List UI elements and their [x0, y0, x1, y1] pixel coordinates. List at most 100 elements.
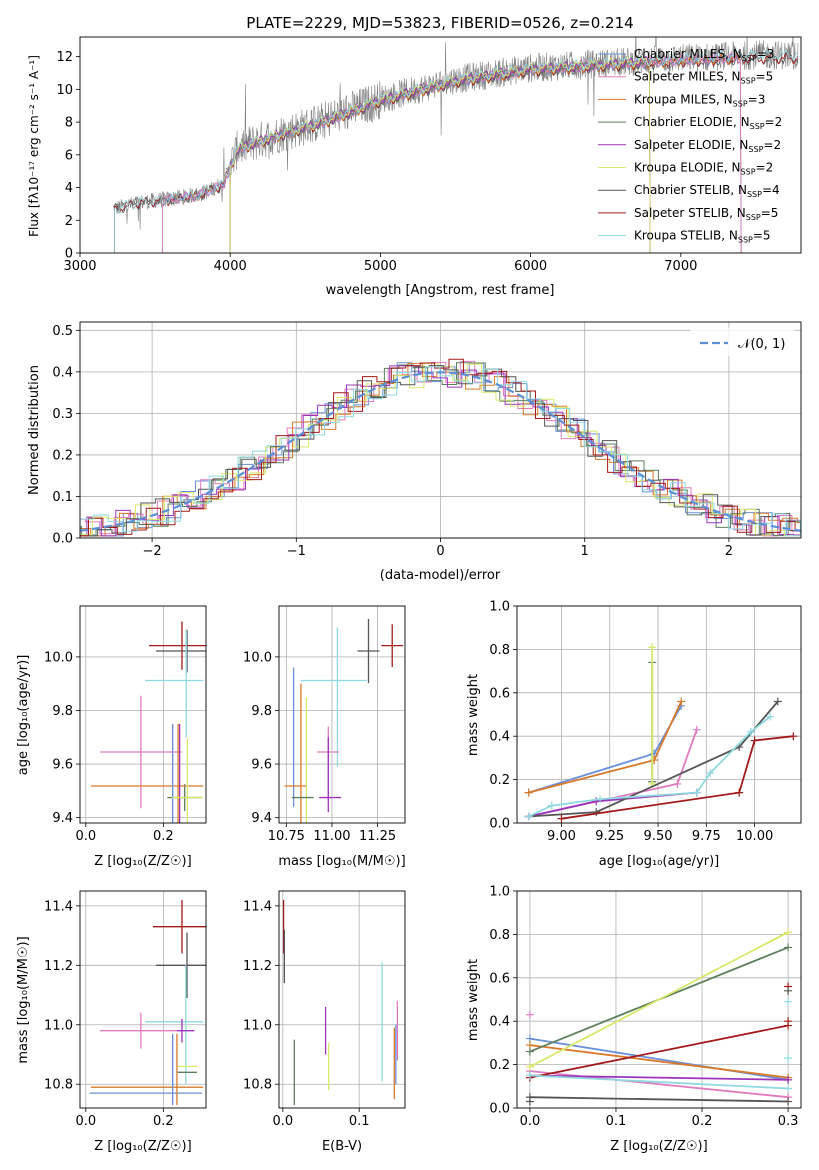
y-tick-label: 1.0	[489, 885, 510, 900]
y-tick-label: 10	[56, 83, 73, 98]
normal-distribution-curve	[80, 371, 801, 532]
y-tick-label: 8	[65, 116, 73, 131]
plot-area	[80, 358, 801, 537]
weight-marker	[692, 788, 701, 797]
residuals-panel: (data-model)/error Normed distribution −…	[27, 321, 802, 583]
legend-entry: Chabrier STELIB, NSSP=4	[634, 183, 780, 199]
y-tick-label: 2	[65, 214, 73, 229]
y-tick-label: 9.8	[251, 704, 272, 719]
weight-marker	[525, 1071, 534, 1080]
z-age-xlabel: Z [log₁₀(Z/Z☉)]	[94, 854, 191, 869]
weight-marker	[784, 1017, 793, 1026]
y-tick-label: 0.2	[489, 1058, 510, 1073]
weight-line-kroupa-stelib	[529, 1074, 789, 1090]
residual-histogram-chabrier-stelib	[80, 365, 801, 537]
y-tick-label: 9.6	[251, 758, 272, 773]
x-tick-label: 10.00	[736, 829, 773, 844]
y-tick-label: 10.8	[243, 1078, 272, 1093]
errorbar-point-salpeter-stelib	[381, 624, 404, 668]
y-tick-label: 9.6	[52, 758, 73, 773]
axes-frame	[79, 890, 207, 1109]
y-tick-label: 11.4	[243, 899, 272, 914]
x-tick-label: 0.2	[153, 1114, 174, 1129]
x-tick-label: 0.1	[606, 1114, 627, 1129]
axes-frame	[79, 605, 207, 824]
weight-line-kroupa-elodie	[529, 931, 789, 1068]
axes-frame	[79, 321, 802, 539]
residual-histogram-salpeter-elodie	[80, 365, 801, 537]
residual-histogram-chabrier-elodie	[80, 362, 801, 537]
weight-marker	[525, 1062, 534, 1071]
x-tick-label: −2	[143, 544, 162, 559]
mass-age-xlabel: mass [log₁₀(M/M☉)]	[278, 854, 405, 869]
axes-frame	[516, 605, 802, 824]
plot-area	[112, 37, 799, 253]
residual-histogram-salpeter-stelib	[80, 358, 801, 537]
x-tick-label: 9.25	[595, 829, 624, 844]
legend-entry: Chabrier MILES, NSSP=3	[634, 47, 774, 63]
errorbar-point-salpeter-stelib	[149, 621, 206, 670]
weight-marker	[592, 808, 601, 817]
residuals-legend: 𝒩(0, 1)	[690, 328, 795, 356]
x-tick-label: 0.2	[692, 1114, 713, 1129]
weight-marker	[557, 814, 566, 823]
z-weight-panel: Z [log₁₀(Z/Z☉)] mass weight 0.0 0.1 0.2 0.3…	[466, 885, 802, 1154]
y-tick-label: 10.8	[44, 1078, 73, 1093]
y-tick-label: 0.0	[52, 532, 73, 547]
plot-area	[282, 899, 399, 1106]
x-tick-label: −1	[287, 544, 306, 559]
weight-line-kroupa-miles	[529, 1044, 789, 1079]
weight-marker	[784, 1084, 793, 1093]
x-tick-label: 0.0	[75, 1114, 96, 1129]
legend-entry: Salpeter MILES, NSSP=5	[634, 70, 773, 86]
y-tick-label: 10.0	[44, 650, 73, 665]
y-tick-label: 11.0	[243, 1018, 272, 1033]
age-weight-xlabel: age [log₁₀(age/yr)]	[599, 854, 720, 869]
weight-marker	[673, 779, 682, 788]
y-tick-label: 0.0	[489, 817, 510, 832]
weight-marker	[784, 1097, 793, 1106]
residual-histogram-salpeter-miles	[80, 360, 801, 537]
plot-area	[284, 618, 404, 823]
x-tick-label: 11.00	[313, 829, 350, 844]
weight-marker	[789, 732, 798, 741]
axes-frame	[278, 605, 406, 824]
x-tick-label: 9.00	[547, 829, 576, 844]
x-tick-label: 6000	[514, 259, 547, 274]
residuals-ylabel: Normed distribution	[27, 365, 42, 495]
legend-entry: 𝒩(0, 1)	[738, 337, 785, 352]
x-tick-label: 0.0	[75, 829, 96, 844]
weight-marker	[524, 788, 533, 797]
spectrum-ylabel: Flux [fλ10⁻¹⁷ erg cm⁻² s⁻¹ A⁻¹]	[27, 55, 41, 237]
y-tick-label: 9.4	[251, 811, 272, 826]
x-tick-label: 9.50	[644, 829, 673, 844]
weight-line-salpeter-stelib	[561, 735, 794, 820]
legend-entry: Kroupa ELODIE, NSSP=2	[634, 161, 773, 177]
residual-histogram-chabrier-miles	[80, 362, 801, 537]
weight-line-salpeter-elodie	[529, 1074, 789, 1081]
x-tick-label: 10.75	[268, 829, 305, 844]
y-tick-label: 9.4	[52, 811, 73, 826]
weight-marker	[525, 1047, 534, 1056]
legend-entry: Salpeter STELIB, NSSP=5	[634, 206, 778, 222]
weight-marker	[773, 697, 782, 706]
weight-line-chabrier-stelib	[528, 700, 779, 818]
y-tick-label: 12	[56, 50, 73, 65]
x-tick-label: 0.3	[778, 1114, 799, 1129]
weight-marker	[784, 997, 793, 1006]
axes-frame	[516, 890, 802, 1109]
plot-area	[90, 621, 206, 823]
y-tick-label: 0.6	[489, 686, 510, 701]
y-tick-label: 0.1	[52, 490, 73, 505]
errorbar-point-chabrier-stelib	[357, 618, 380, 684]
ebv-mass-panel: E(B-V) 0.0 0.1 10.8 11.0 11.2 11.4	[243, 890, 406, 1154]
y-tick-label: 0.6	[489, 971, 510, 986]
weight-marker	[677, 697, 686, 706]
y-tick-label: 11.2	[44, 959, 73, 974]
age-weight-ylabel: mass weight	[466, 674, 481, 756]
weight-marker	[692, 725, 701, 734]
legend-entry: Kroupa MILES, NSSP=3	[634, 92, 765, 108]
plot-area	[525, 928, 793, 1106]
